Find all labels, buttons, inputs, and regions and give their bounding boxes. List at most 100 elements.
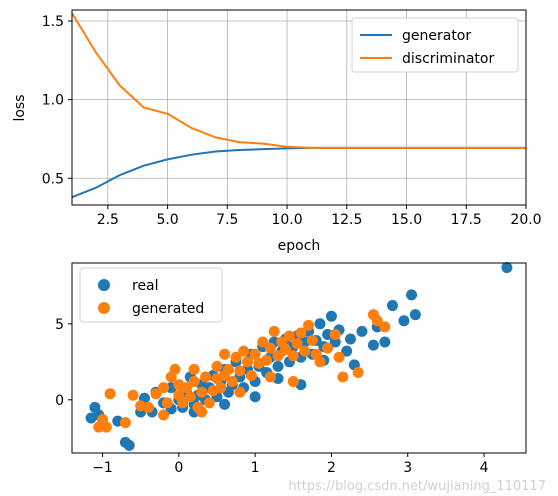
top-x-tick-label: 5.0	[156, 212, 178, 228]
generated-point	[242, 356, 253, 368]
real-point	[314, 318, 326, 330]
bottom-y-ticks: 05	[55, 317, 72, 409]
top-y-tick-label: 1.0	[42, 93, 64, 109]
watermark-text: https://blog.csdn.net/wujianing_110117	[288, 479, 546, 494]
top-y-ticks: 0.5 1.0 1.5	[42, 14, 72, 187]
generated-point	[196, 406, 208, 418]
generated-point	[257, 336, 269, 348]
generated-point	[104, 388, 116, 400]
bottom-x-tick-label: 2	[327, 460, 336, 476]
generated-point	[261, 354, 273, 366]
generated-point	[161, 397, 173, 409]
real-point	[398, 315, 410, 327]
scatter-legend: real generated	[79, 267, 223, 323]
generated-point	[119, 417, 131, 429]
top-x-tick-label: 2.5	[97, 212, 119, 228]
bottom-x-tick-label: 3	[403, 460, 412, 476]
real-point	[379, 336, 391, 348]
generated-point	[211, 360, 223, 372]
generated-point	[291, 338, 303, 350]
generated-point	[280, 344, 292, 356]
generated-point	[379, 321, 391, 333]
real-point	[386, 300, 398, 312]
real-point	[406, 289, 418, 301]
generated-point	[215, 382, 227, 394]
bottom-y-tick-label: 0	[55, 393, 64, 409]
generated-point	[142, 401, 154, 413]
y-axis-label: loss	[12, 94, 28, 121]
generated-point	[97, 414, 109, 426]
generated-point	[188, 376, 200, 388]
scatter-chart: −1 0 1 2 3 4 05 real generated	[55, 262, 527, 476]
loss-legend: generator discriminator	[351, 17, 519, 73]
real-point	[272, 360, 284, 372]
generated-point	[230, 351, 242, 363]
generated-point	[200, 371, 212, 383]
real-point	[123, 439, 135, 451]
loss-series-lines	[71, 12, 526, 199]
top-x-tick-label: 10.0	[271, 212, 302, 228]
top-x-tick-label: 12.5	[331, 212, 362, 228]
generated-point	[268, 325, 280, 337]
generated-point	[165, 371, 177, 383]
real-point	[249, 391, 261, 403]
real-point	[356, 325, 368, 337]
generated-point	[222, 363, 234, 375]
legend-generated-label: generated	[132, 301, 204, 317]
top-x-ticks: 2.5 5.0 7.5 10.0 12.5 15.0 17.5 20.0	[97, 205, 542, 228]
generated-point	[299, 345, 311, 357]
bottom-x-tick-label: 0	[174, 460, 183, 476]
generated-point	[371, 315, 383, 327]
generated-point	[333, 351, 345, 363]
generated-point	[283, 330, 295, 342]
generated-point	[238, 345, 250, 357]
generated-point	[219, 348, 231, 360]
generated-point	[264, 342, 276, 354]
bottom-x-tick-label: −1	[92, 460, 113, 476]
generated-point	[249, 348, 261, 360]
legend-generator-label: generator	[402, 28, 471, 44]
generated-point	[287, 350, 299, 362]
top-x-tick-label: 20.0	[510, 212, 541, 228]
real-point	[367, 339, 379, 351]
generated-point	[234, 365, 246, 377]
generated-point	[150, 388, 162, 400]
real-point	[322, 328, 334, 340]
top-x-tick-label: 7.5	[216, 212, 238, 228]
generated-point	[180, 382, 192, 394]
generated-point	[314, 356, 326, 368]
generated-point	[196, 386, 208, 398]
bottom-y-tick-label: 5	[55, 317, 64, 333]
real-point	[329, 336, 341, 348]
bottom-x-ticks: −1 0 1 2 3 4	[92, 453, 489, 476]
generated-point	[127, 389, 139, 401]
generated-point	[295, 327, 307, 339]
top-x-tick-label: 15.0	[391, 212, 422, 228]
real-point	[409, 309, 421, 321]
generated-point	[158, 409, 170, 421]
generated-point	[322, 342, 334, 354]
top-y-tick-label: 0.5	[42, 171, 64, 187]
top-x-tick-label: 17.5	[451, 212, 482, 228]
generated-point	[203, 397, 215, 409]
generated-point	[184, 391, 196, 403]
generated-point	[337, 371, 349, 383]
generated-point	[352, 366, 364, 378]
real-point	[501, 262, 513, 274]
discriminator-loss-line	[71, 12, 526, 149]
loss-line-chart: 2.5 5.0 7.5 10.0 12.5 15.0 17.5 20.0 0.51.01.5 …	[12, 9, 542, 254]
generated-point	[188, 363, 200, 375]
generated-point	[287, 376, 299, 388]
generated-point	[306, 335, 318, 347]
generated-point	[329, 328, 341, 340]
legend-real-label: real	[132, 278, 159, 294]
generated-point	[245, 369, 257, 381]
legend-discriminator-label: discriminator	[402, 51, 494, 67]
generated-point	[272, 350, 284, 362]
generated-point	[177, 397, 189, 409]
generated-point	[234, 386, 246, 398]
real-point	[345, 333, 356, 345]
scatter-points	[85, 262, 513, 451]
bottom-x-tick-label: 1	[251, 460, 260, 476]
